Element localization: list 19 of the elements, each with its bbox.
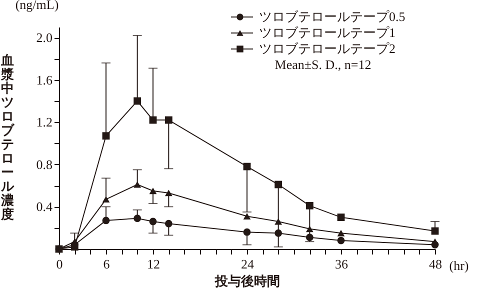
x-tick-label: 12 [147,256,160,272]
x-tick-label: 0 [56,256,63,272]
x-axis-title: 投与後時間 [214,274,280,288]
y-tick-label: 1.2 [36,114,52,130]
legend-label: ツロブテロールテープ1 [259,25,396,40]
annotation: Mean±S. D., n=12 [274,57,372,72]
legend-label: ツロブテロールテープ2 [259,41,396,56]
y-tick-label: 0.8 [36,156,52,172]
text: (ng/mL) [15,0,59,12]
x-tick-label: 48 [429,256,442,272]
y-tick-label: 1.6 [36,72,53,88]
y-tick-label: 0.4 [36,199,53,214]
x-tick-label: 6 [103,256,110,272]
x-tick-label: 36 [335,256,348,272]
text: 血漿中ツロブテロール濃度 [1,52,14,222]
text: (hr) [449,258,469,273]
legend-label: ツロブテロールテープ0.5 [259,9,406,24]
y-tick-label: 2.0 [36,30,52,46]
x-tick-label: 24 [241,256,254,272]
